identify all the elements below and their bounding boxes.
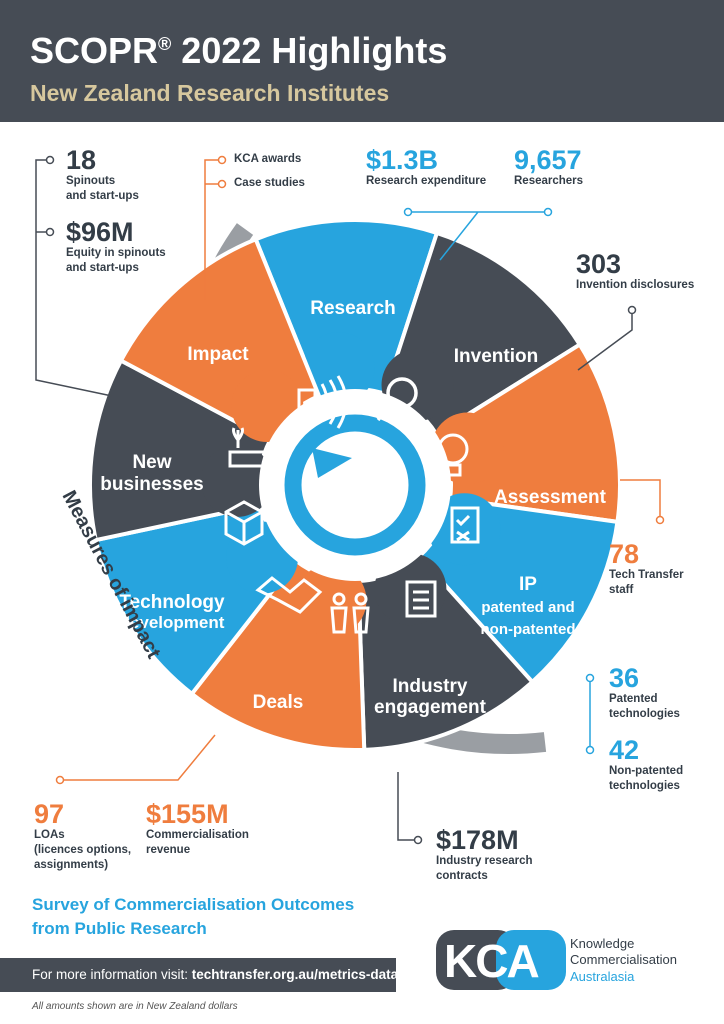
label-case-studies: Case studies xyxy=(234,177,305,189)
segment-label-deals: Deals xyxy=(253,692,304,713)
page-title: SCOPR® 2022 Highlights xyxy=(30,30,448,71)
wheel-segment-bulge xyxy=(302,332,375,405)
box-icon xyxy=(224,500,264,546)
segment-label-businesses: businesses xyxy=(100,474,204,495)
stat-patented: 36 Patented technologies xyxy=(609,663,680,721)
info-bar: For more information visit: techtransfer… xyxy=(0,958,399,992)
wheel-segment-bulge xyxy=(294,564,367,637)
clipboard-icon xyxy=(450,506,480,544)
people-icon xyxy=(330,592,370,634)
segment-label-industry: Industry xyxy=(393,676,468,697)
segment-label-new: New xyxy=(132,452,171,473)
label-kca-awards: KCA awards xyxy=(234,153,302,165)
stat-spinouts: 18 Spinouts and start-ups xyxy=(66,145,139,203)
header-banner: SCOPR® 2022 Highlights New Zealand Resea… xyxy=(0,0,724,122)
wheel-segment-bulge xyxy=(201,444,274,517)
kca-logo-name: Knowledge Commercialisation Australasia xyxy=(570,936,677,984)
segment-label-technology-2: development xyxy=(120,613,225,632)
segment-label-research: Research xyxy=(310,298,396,319)
segment-label-ip-sub1: patented and xyxy=(481,599,574,616)
stat-commercialisation-revenue: $155M Commercialisation revenue xyxy=(146,799,249,857)
stat-loas: 97 LOAs (licences options, assignments) xyxy=(34,799,132,872)
magnifier-icon xyxy=(376,377,418,422)
stat-industry-contracts: $178M Industry research contracts xyxy=(436,825,533,883)
segment-label-invention: Invention xyxy=(454,346,538,367)
factory-icon xyxy=(228,427,278,468)
segment-label-impact: Impact xyxy=(187,344,249,365)
info-prefix: For more information visit: xyxy=(32,967,192,982)
survey-title: Survey of Commercialisation Outcomes fro… xyxy=(32,895,355,938)
connector-lines xyxy=(35,159,661,841)
stat-equity: $96M Equity in spinouts and start-ups xyxy=(66,217,166,275)
stat-research-expenditure: $1.3B Research expenditure xyxy=(366,145,487,188)
stat-researchers: 9,657 Researchers xyxy=(514,145,584,188)
connector-dots xyxy=(45,155,665,845)
cycle-arrow-icon xyxy=(312,448,352,478)
handshake-icon xyxy=(255,576,323,614)
kca-logo: KCA xyxy=(436,930,566,990)
segment-label-industry-2: engagement xyxy=(374,697,487,718)
stat-tech-transfer-staff: 78 Tech Transfer staff xyxy=(609,539,684,597)
segment-label-technology: Technology xyxy=(119,592,225,613)
megaphone-icon xyxy=(297,375,348,429)
stat-invention-disclosures: 303 Invention disclosures xyxy=(576,249,695,292)
info-link[interactable]: techtransfer.org.au/metrics-data xyxy=(191,967,399,982)
lightbulb-icon xyxy=(437,433,469,477)
footnote: All amounts shown are in New Zealand dol… xyxy=(32,1001,238,1012)
segment-label-ip-sub2: non-patented xyxy=(481,621,576,638)
segment-label-ip: IP xyxy=(519,574,537,595)
scroll-icon xyxy=(405,580,437,618)
page-subtitle: New Zealand Research Institutes xyxy=(30,80,390,106)
segment-label-assessment: Assessment xyxy=(494,487,607,508)
stat-non-patented: 42 Non-patented technologies xyxy=(609,735,684,793)
